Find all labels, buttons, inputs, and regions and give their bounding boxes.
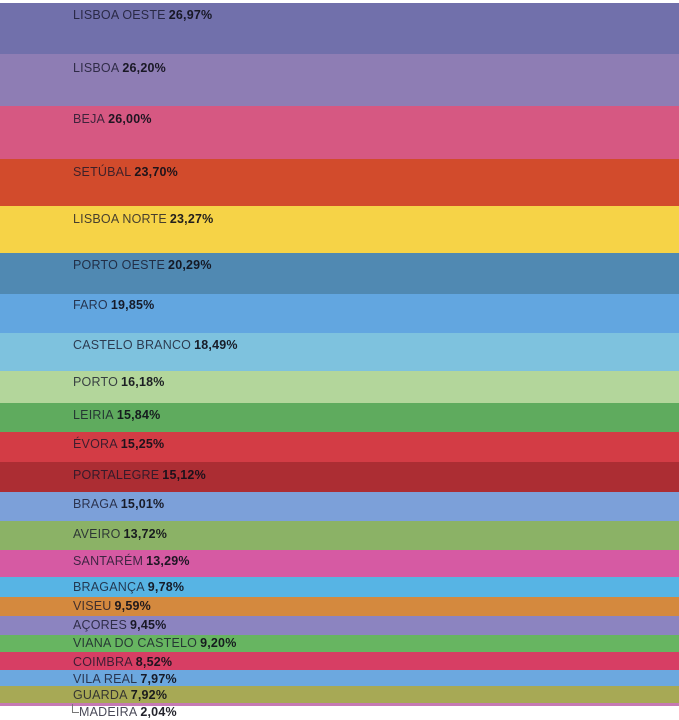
region-name: PORTO OESTE: [73, 258, 166, 272]
band-santarém: [0, 550, 679, 577]
band-label: FARO 19,85%: [73, 298, 154, 312]
band-label: LEIRIA 15,84%: [73, 408, 160, 422]
region-name: LISBOA OESTE: [73, 8, 166, 22]
region-name: AÇORES: [73, 618, 127, 632]
band-label: VIANA DO CASTELO 9,20%: [73, 636, 237, 650]
band-porto: [0, 371, 679, 403]
region-name: FARO: [73, 298, 108, 312]
region-value: 8,52%: [135, 655, 173, 669]
region-value: 23,27%: [169, 212, 214, 226]
region-name: SANTARÉM: [73, 554, 144, 568]
region-value: 23,70%: [134, 165, 178, 179]
band-bragança: [0, 577, 679, 597]
band-leiria: [0, 403, 679, 432]
band-guarda: [0, 686, 679, 703]
region-value: 20,29%: [168, 258, 212, 272]
region-value: 13,29%: [146, 554, 190, 568]
band-label: CASTELO BRANCO 18,49%: [73, 338, 238, 352]
band-label: PORTO 16,18%: [73, 375, 165, 389]
region-value: 13,72%: [123, 527, 168, 541]
band-label: SETÚBAL 23,70%: [73, 165, 178, 179]
band-portalegre: [0, 462, 679, 492]
region-name: LISBOA NORTE: [73, 212, 167, 226]
band-label: LISBOA 26,20%: [73, 61, 166, 75]
band-évora: [0, 432, 679, 462]
region-value: 26,97%: [168, 8, 213, 22]
region-name: BEJA: [73, 112, 106, 126]
band-label: PORTALEGRE 15,12%: [73, 468, 206, 482]
band-label: GUARDA 7,92%: [73, 688, 167, 702]
band-lisboa-norte: [0, 206, 679, 253]
band-label: LISBOA NORTE 23,27%: [73, 212, 213, 226]
region-name: BRAGA: [73, 497, 118, 511]
band-coimbra: [0, 652, 679, 670]
region-value: 9,59%: [114, 599, 151, 613]
band-madeira: [0, 703, 679, 706]
region-value: 2,04%: [140, 705, 177, 719]
region-name: VILA REAL: [73, 672, 138, 686]
band-setúbal: [0, 159, 679, 206]
region-value: 15,12%: [162, 468, 206, 482]
region-value: 7,92%: [130, 688, 168, 702]
band-braga: [0, 492, 679, 521]
band-label: SANTARÉM 13,29%: [73, 554, 190, 568]
region-name: LEIRIA: [73, 408, 114, 422]
region-name: VISEU: [73, 599, 112, 613]
region-name: MADEIRA: [79, 705, 138, 719]
band-porto-oeste: [0, 253, 679, 294]
band-label: BRAGA 15,01%: [73, 497, 164, 511]
region-name: AVEIRO: [73, 527, 121, 541]
band-açores: [0, 616, 679, 635]
region-name: PORTALEGRE: [73, 468, 160, 482]
band-castelo-branco: [0, 333, 679, 371]
region-value: 18,49%: [194, 338, 238, 352]
region-value: 9,78%: [147, 580, 185, 594]
band-label: AÇORES 9,45%: [73, 618, 166, 632]
band-label: ÉVORA 15,25%: [73, 437, 164, 451]
region-value: 15,25%: [120, 437, 165, 451]
band-lisboa-oeste: [0, 3, 679, 54]
band-label: COIMBRA 8,52%: [73, 655, 172, 669]
band-label: VILA REAL 7,97%: [73, 672, 177, 686]
region-name: SETÚBAL: [73, 165, 132, 179]
region-name: ÉVORA: [73, 437, 118, 451]
band-viseu: [0, 597, 679, 616]
region-value: 19,85%: [110, 298, 155, 312]
region-value: 9,45%: [130, 618, 167, 632]
band-label: LISBOA OESTE 26,97%: [73, 8, 212, 22]
region-value: 9,20%: [200, 636, 237, 650]
region-name: CASTELO BRANCO: [73, 338, 192, 352]
region-name: LISBOA: [73, 61, 120, 75]
region-value: 16,18%: [121, 375, 165, 389]
band-vila-real: [0, 670, 679, 686]
band-faro: [0, 294, 679, 333]
region-value: 7,97%: [140, 672, 177, 686]
band-viana-do-castelo: [0, 635, 679, 652]
madeira-leader-line: [72, 704, 79, 713]
band-label: VISEU 9,59%: [73, 599, 151, 613]
band-label: BEJA 26,00%: [73, 112, 152, 126]
region-name: COIMBRA: [73, 655, 133, 669]
band-label: BRAGANÇA 9,78%: [73, 580, 184, 594]
region-name: VIANA DO CASTELO: [73, 636, 198, 650]
band-label: AVEIRO 13,72%: [73, 527, 167, 541]
region-name: PORTO: [73, 375, 118, 389]
band-label: PORTO OESTE 20,29%: [73, 258, 212, 272]
region-name: GUARDA: [73, 688, 128, 702]
band-lisboa: [0, 54, 679, 106]
region-value: 26,00%: [108, 112, 152, 126]
region-value: 26,20%: [122, 61, 166, 75]
region-name: BRAGANÇA: [73, 580, 145, 594]
top-white-gap: [527, 0, 679, 3]
band-beja: [0, 106, 679, 159]
region-value: 15,84%: [116, 408, 161, 422]
band-label: MADEIRA 2,04%: [79, 705, 177, 719]
region-value: 15,01%: [120, 497, 165, 511]
band-aveiro: [0, 521, 679, 550]
